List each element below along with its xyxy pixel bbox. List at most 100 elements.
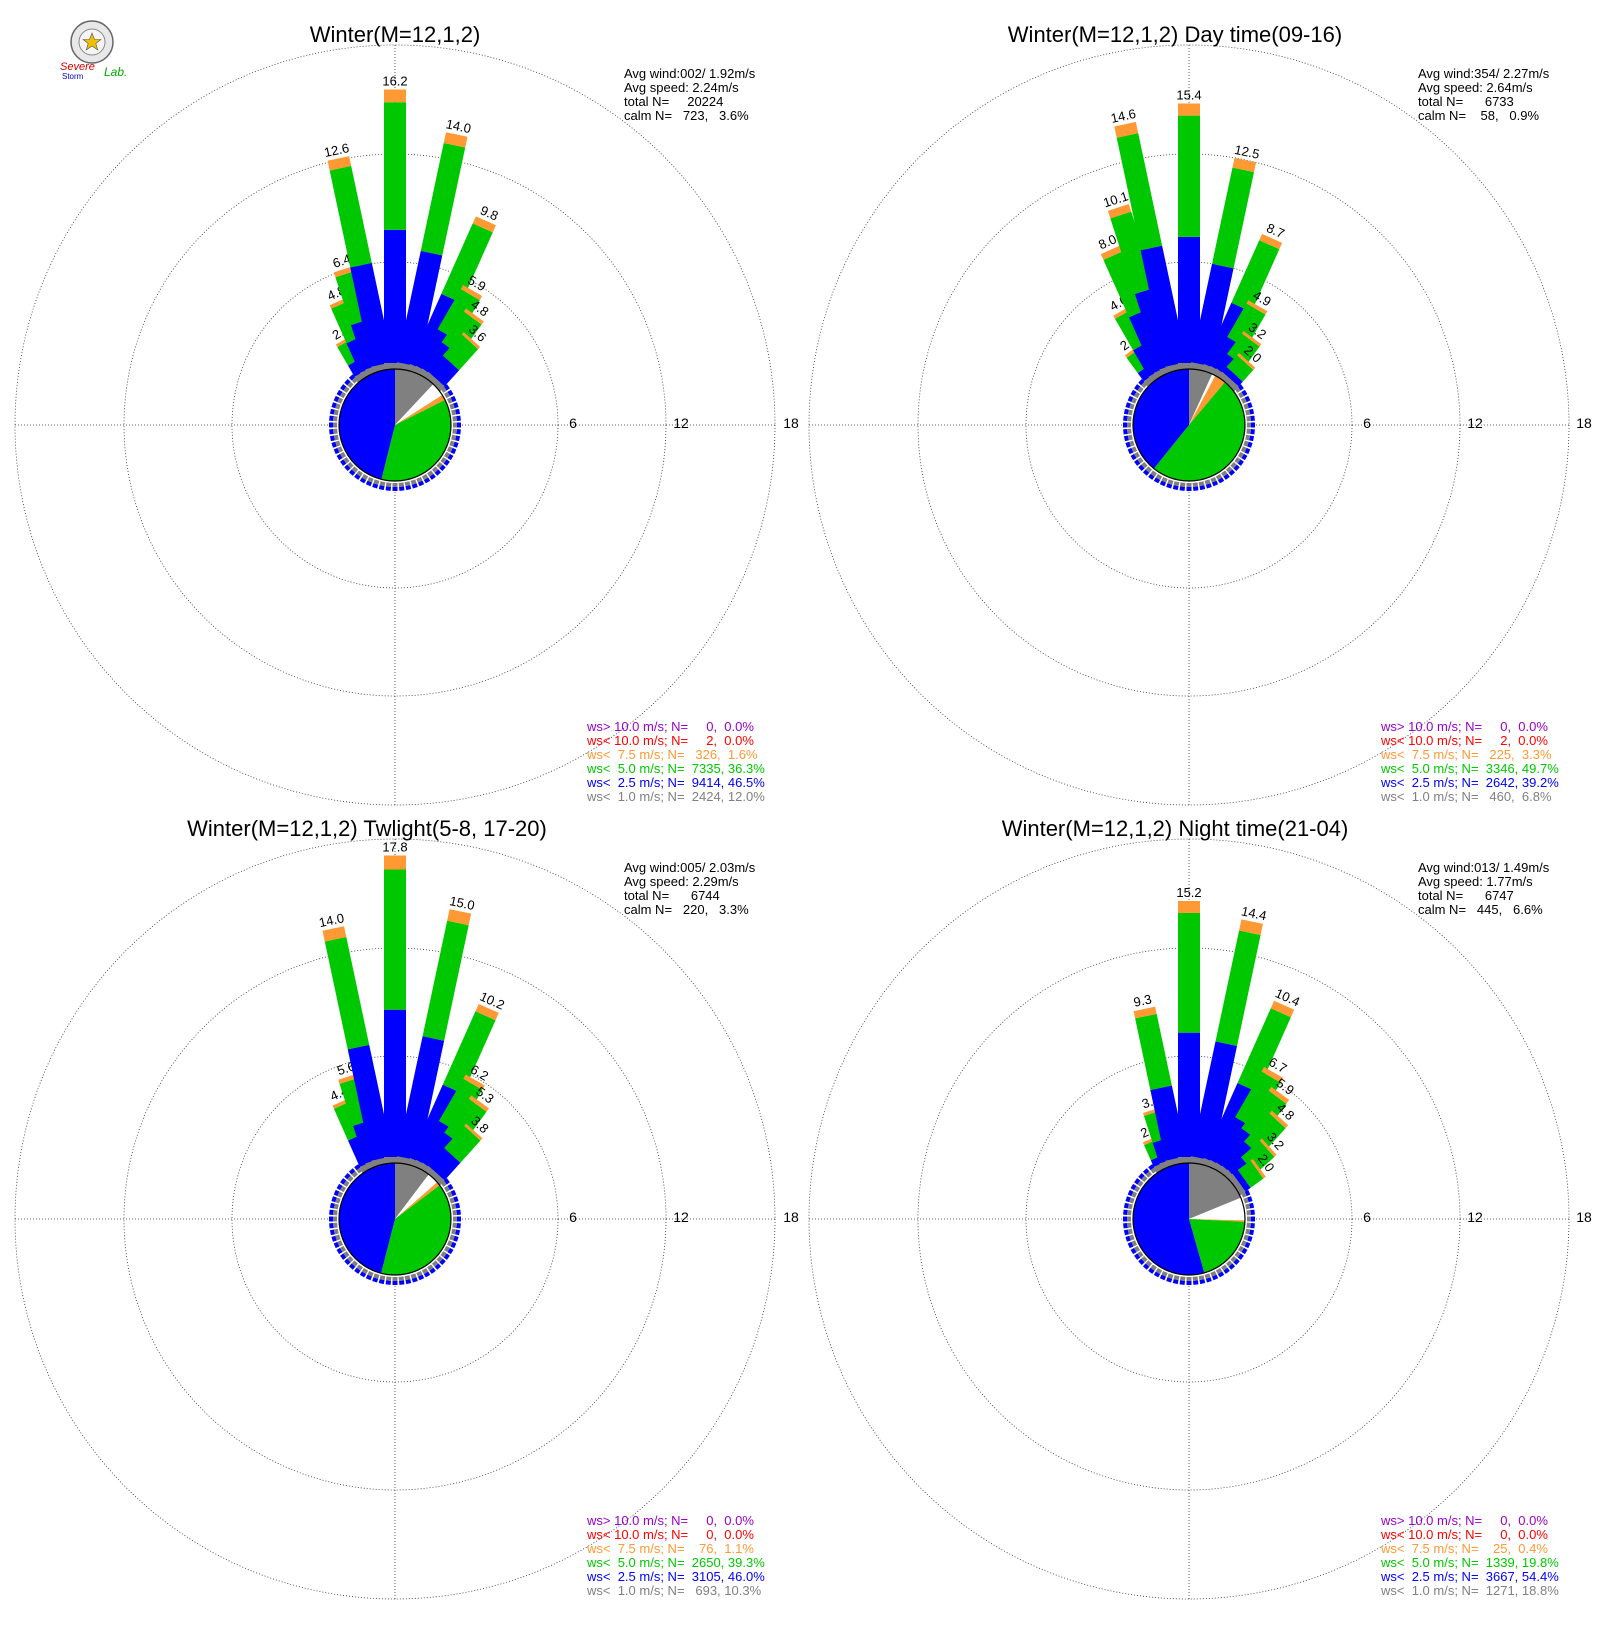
- minor-direction-tick: [329, 1222, 338, 1229]
- direction-bars: 4.45.614.017.815.010.26.25.33.8: [318, 840, 507, 1285]
- tick-gray: [392, 1277, 398, 1281]
- tick-blue: [1134, 459, 1141, 466]
- tick-gray: [1145, 1260, 1153, 1267]
- tick-blue: [359, 477, 367, 484]
- bar-segment-orange: [384, 89, 406, 103]
- bar-segment-green: [442, 1011, 496, 1094]
- pie-slice-gray: [395, 369, 434, 425]
- minor-direction-tick: [359, 1267, 369, 1278]
- tick-gray: [337, 1191, 344, 1198]
- tick-blue: [1159, 480, 1167, 487]
- logo-text-storm: Storm: [62, 72, 84, 81]
- tick-gray: [333, 1216, 337, 1222]
- tick-blue: [1125, 402, 1131, 409]
- legend-entry: ws< 7.5 m/s; N= 225, 3.3%: [1380, 747, 1552, 762]
- tick-gray: [452, 416, 457, 422]
- minor-direction-tick: [1243, 1234, 1253, 1242]
- tick-gray: [1141, 461, 1148, 469]
- bar-segment-green: [1212, 167, 1255, 269]
- minor-direction-tick: [1148, 470, 1157, 480]
- minor-direction-tick: [443, 451, 454, 461]
- bar-segment-green: [1178, 912, 1200, 1033]
- tick-gray: [1198, 481, 1205, 487]
- speed-legend: ws> 10.0 m/s; N= 0, 0.0% ws< 10.0 m/s; N…: [586, 719, 765, 804]
- tick-blue: [1205, 1277, 1212, 1283]
- bar-segment-orange: [1268, 1086, 1290, 1104]
- minor-direction-tick: [365, 1270, 374, 1281]
- ring-label-6: 6: [569, 1209, 577, 1225]
- bar-segment-blue: [1178, 236, 1200, 363]
- pie-outline: [338, 1162, 452, 1276]
- tick-blue: [385, 486, 392, 491]
- tick-blue: [329, 428, 334, 435]
- bar-segment-orange: [1259, 233, 1283, 250]
- minor-direction-tick: [1234, 1251, 1244, 1260]
- tick-gray: [1237, 1245, 1244, 1253]
- minor-direction-tick: [421, 1267, 431, 1278]
- bar-value-label: 9.3: [1132, 991, 1153, 1009]
- tick-blue: [447, 389, 454, 397]
- minor-direction-tick: [452, 1209, 461, 1216]
- bar-value-label: 14.6: [1109, 106, 1137, 126]
- bar-segment-green: [324, 936, 370, 1050]
- calm-pie: [338, 1162, 452, 1276]
- tick-blue: [405, 485, 412, 491]
- minor-direction-tick: [1123, 408, 1133, 416]
- tick-blue: [1249, 435, 1255, 442]
- minor-direction-tick: [1153, 473, 1163, 484]
- tick-gray: [404, 481, 411, 487]
- bar-value-label: 12.6: [323, 140, 351, 160]
- tick-gray: [1131, 1191, 1138, 1198]
- pie-slice-green: [381, 1185, 451, 1275]
- tick-gray: [1137, 386, 1144, 393]
- tick-blue: [1249, 1229, 1255, 1236]
- tick-gray: [446, 397, 453, 404]
- minor-direction-tick: [1138, 1172, 1148, 1183]
- minor-direction-tick: [1127, 395, 1138, 404]
- tick-blue: [1249, 1202, 1255, 1209]
- tick-blue: [1148, 1267, 1155, 1274]
- pie-slice-orange: [1189, 375, 1225, 425]
- tick-blue: [372, 1277, 379, 1283]
- tick-blue: [457, 1216, 461, 1222]
- tick-blue: [1233, 1258, 1240, 1266]
- tick-gray: [1230, 1255, 1237, 1263]
- legend-entry: ws> 10.0 m/s; N= 0, 0.0%: [1380, 719, 1548, 734]
- stat-total: total N= 20224: [624, 94, 723, 109]
- tick-gray: [1245, 1228, 1251, 1235]
- tick-blue: [447, 1247, 454, 1255]
- tick-blue: [354, 1164, 361, 1171]
- tick-blue: [1138, 464, 1145, 472]
- tick-blue: [1123, 415, 1128, 422]
- minor-direction-tick: [1225, 466, 1236, 476]
- minor-direction-tick: [1134, 1178, 1144, 1187]
- bar-value-label: 15.0: [448, 893, 476, 913]
- minor-direction-tick: [398, 1276, 405, 1285]
- bar-segment-blue: [1140, 245, 1187, 367]
- bar-segment-green: [1215, 930, 1261, 1046]
- tick-blue: [1134, 1253, 1141, 1260]
- tick-blue: [455, 1202, 461, 1209]
- tick-gray: [333, 1203, 339, 1210]
- ring-label-6: 6: [1363, 415, 1371, 431]
- bar-value-label: 15.2: [1176, 885, 1201, 900]
- tick-gray: [410, 479, 417, 485]
- tick-gray: [1127, 409, 1133, 416]
- tick-blue: [1123, 1202, 1129, 1209]
- minor-direction-tick: [344, 1172, 354, 1183]
- minor-direction-tick: [436, 461, 446, 472]
- logo-text-severe: Severe: [60, 61, 95, 73]
- minor-direction-tick: [1186, 483, 1192, 491]
- bar-segment-orange: [327, 156, 352, 171]
- tick-blue: [1153, 477, 1161, 484]
- bar-segment-orange: [468, 1095, 489, 1112]
- tick-blue: [447, 1183, 454, 1191]
- tick-gray: [340, 1245, 347, 1253]
- tick-blue: [354, 1267, 361, 1274]
- minor-direction-tick: [443, 1245, 454, 1255]
- bar-segment-orange: [463, 1074, 485, 1090]
- tick-gray: [356, 1264, 363, 1271]
- stat-calm: calm N= 58, 0.9%: [1418, 108, 1539, 123]
- tick-gray: [1237, 391, 1244, 399]
- minor-direction-tick: [449, 1234, 459, 1242]
